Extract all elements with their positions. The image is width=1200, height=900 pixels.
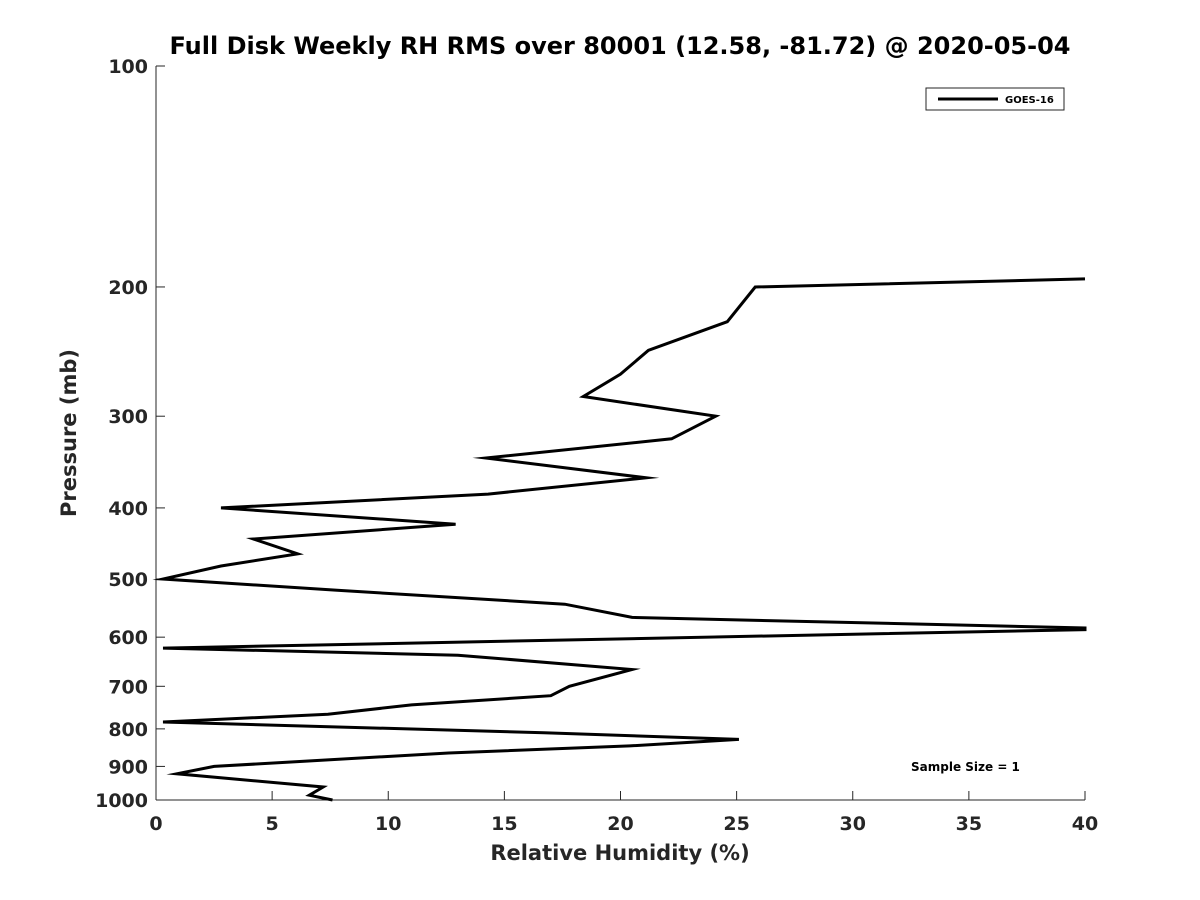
x-tick-label: 15 — [491, 813, 517, 835]
legend-label: GOES-16 — [1005, 95, 1054, 106]
y-tick-label: 600 — [108, 627, 148, 649]
x-tick-label: 25 — [723, 813, 749, 835]
x-tick-label: 35 — [956, 813, 982, 835]
x-ticks: 0 5 10 15 20 25 30 35 40 — [149, 791, 1098, 835]
x-tick-label: 0 — [149, 813, 162, 835]
chart-title: Full Disk Weekly RH RMS over 80001 (12.5… — [169, 32, 1070, 60]
y-tick-label: 900 — [108, 756, 148, 778]
y-tick-label: 200 — [108, 277, 148, 299]
y-ticks: 100 200 300 400 500 600 700 800 900 1000 — [95, 56, 165, 812]
y-axis-label: Pressure (mb) — [57, 349, 81, 517]
x-tick-label: 20 — [607, 813, 633, 835]
x-tick-label: 10 — [375, 813, 401, 835]
x-tick-label: 5 — [266, 813, 279, 835]
y-tick-label: 100 — [108, 56, 148, 78]
y-tick-label: 700 — [108, 676, 148, 698]
x-axis-label: Relative Humidity (%) — [490, 841, 749, 865]
y-tick-label: 300 — [108, 406, 148, 428]
y-tick-label: 800 — [108, 719, 148, 741]
y-tick-label: 1000 — [95, 790, 148, 812]
y-tick-label: 500 — [108, 569, 148, 591]
series-line-goes-16 — [152, 277, 1087, 802]
series-layer — [152, 277, 1087, 802]
x-tick-label: 40 — [1072, 813, 1098, 835]
legend: GOES-16 — [925, 87, 1065, 111]
y-tick-label: 400 — [108, 498, 148, 520]
sample-size-annotation: Sample Size = 1 — [911, 760, 1020, 774]
x-tick-label: 30 — [840, 813, 866, 835]
